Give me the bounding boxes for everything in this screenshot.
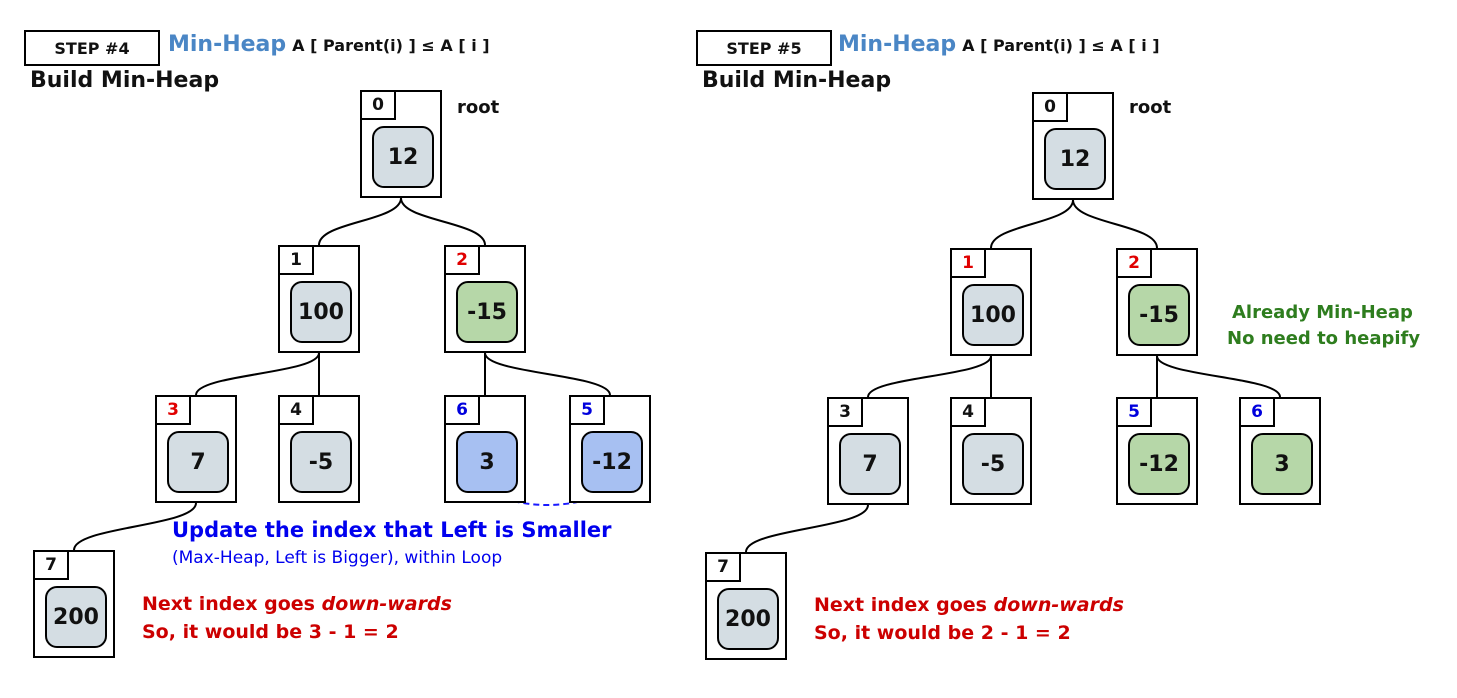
heap-name: Min-Heap: [838, 32, 957, 57]
node-value: -5: [290, 431, 352, 493]
heap-node: 1 100: [950, 248, 1032, 356]
tree-edge: [484, 352, 611, 396]
tree-edge: [195, 352, 320, 396]
node-value: 3: [456, 431, 518, 493]
node-index: 1: [950, 248, 986, 278]
node-value: 200: [45, 586, 107, 648]
tree-edge: [73, 502, 197, 551]
node-index: 6: [1239, 397, 1275, 427]
heap-node: 5 -12: [1116, 397, 1198, 505]
node-index: 0: [1032, 92, 1068, 122]
node-value: -12: [1128, 433, 1190, 495]
node-value: -12: [581, 431, 643, 493]
heap-note-line2: No need to heapify: [1227, 328, 1421, 349]
node-value: -15: [1128, 284, 1190, 346]
next-note-line1: Next index goes down-wards: [142, 593, 452, 615]
node-index: 7: [705, 552, 741, 582]
node-value: 12: [1044, 128, 1106, 190]
tree-edge: [400, 197, 486, 246]
step-label: STEP #4: [24, 30, 160, 66]
heap-node: 7 200: [33, 550, 115, 658]
heap-name: Min-Heap: [168, 32, 287, 57]
node-index: 5: [1116, 397, 1152, 427]
tree-edge: [1072, 199, 1158, 249]
tree-edge: [745, 504, 869, 553]
heap-node: 0 12: [1032, 92, 1114, 200]
panel-subtitle: Build Min-Heap: [30, 68, 220, 93]
heap-node: 4 -5: [950, 397, 1032, 505]
node-value: 3: [1251, 433, 1313, 495]
node-index: 7: [33, 550, 69, 580]
next-note-prefix: Next index goes: [814, 594, 994, 616]
heap-node: 2 -15: [444, 245, 526, 353]
tree-edge: [990, 199, 1074, 249]
node-value: 100: [290, 281, 352, 343]
heap-rule: A [ Parent(i) ] ≤ A [ i ]: [962, 36, 1160, 55]
node-index: 4: [278, 395, 314, 425]
heap-rule: A [ Parent(i) ] ≤ A [ i ]: [292, 36, 490, 55]
root-label: root: [457, 97, 500, 118]
next-note-prefix: Next index goes: [142, 593, 322, 615]
heap-title: Min-Heap A [ Parent(i) ] ≤ A [ i ]: [168, 32, 490, 57]
node-index: 2: [1116, 248, 1152, 278]
root-label: root: [1129, 97, 1172, 118]
node-value: 200: [717, 588, 779, 650]
heap-note-line1: Already Min-Heap: [1232, 302, 1413, 323]
node-index: 5: [569, 395, 605, 425]
node-index: 2: [444, 245, 480, 275]
panel-subtitle: Build Min-Heap: [702, 68, 892, 93]
update-note-line1: Update the index that Left is Smaller: [172, 518, 612, 542]
next-note-line2: So, it would be 3 - 1 = 2: [142, 621, 399, 643]
node-value: -15: [456, 281, 518, 343]
heap-node: 1 100: [278, 245, 360, 353]
node-value: 7: [839, 433, 901, 495]
next-note-emphasis: down-wards: [321, 593, 452, 615]
node-index: 3: [827, 397, 863, 427]
node-index: 1: [278, 245, 314, 275]
tree-edge: [1156, 355, 1281, 398]
node-index: 3: [155, 395, 191, 425]
node-index: 0: [360, 90, 396, 120]
node-value: 7: [167, 431, 229, 493]
heap-node: 0 12: [360, 90, 442, 198]
node-value: 100: [962, 284, 1024, 346]
node-value: -5: [962, 433, 1024, 495]
node-index: 4: [950, 397, 986, 427]
heap-title: Min-Heap A [ Parent(i) ] ≤ A [ i ]: [838, 32, 1160, 57]
heap-node: 2 -15: [1116, 248, 1198, 356]
heap-node: 4 -5: [278, 395, 360, 503]
heap-node: 7 200: [705, 552, 787, 660]
node-value: 12: [372, 126, 434, 188]
step-label: STEP #5: [696, 30, 832, 66]
heap-node: 5 -12: [569, 395, 651, 503]
update-note-line2: (Max-Heap, Left is Bigger), within Loop: [172, 548, 503, 568]
tree-edge: [867, 355, 992, 398]
node-index: 6: [444, 395, 480, 425]
tree-edge: [318, 197, 402, 246]
next-note-emphasis: down-wards: [993, 594, 1124, 616]
next-note-line1: Next index goes down-wards: [814, 594, 1124, 616]
next-note-line2: So, it would be 2 - 1 = 2: [814, 622, 1071, 644]
